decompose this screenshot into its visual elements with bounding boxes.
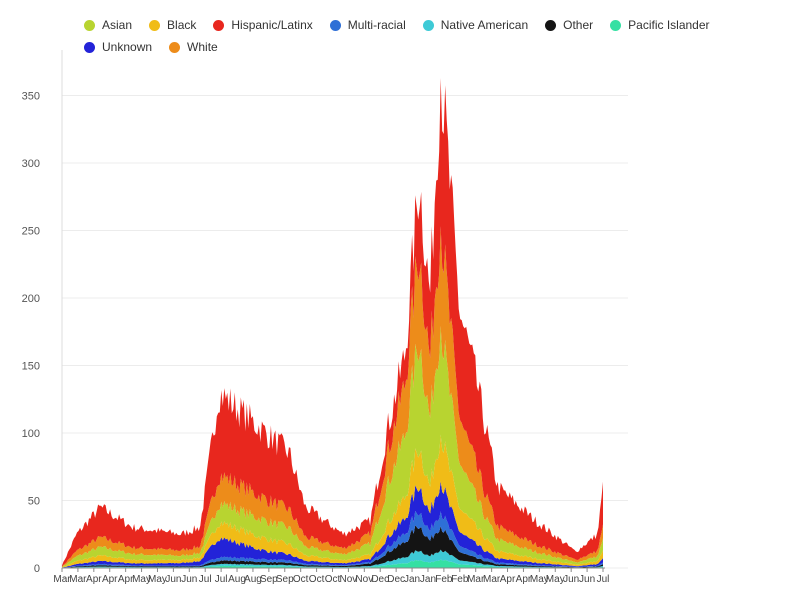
- x-tick-label: Nov: [355, 574, 373, 585]
- x-tick-label: Mar: [69, 574, 87, 585]
- x-tick-label: Jul: [597, 574, 610, 585]
- chart-legend: Asian Black Hispanic/Latinx Multi-racial…: [84, 14, 710, 58]
- legend-swatch-asian: [84, 19, 95, 31]
- legend-swatch-hispanic-latinx: [213, 19, 225, 31]
- legend-label-black: Black: [167, 18, 197, 32]
- legend-item-pacific-islander[interactable]: Pacific Islander: [610, 18, 710, 32]
- x-tick-label: Mar: [467, 574, 485, 585]
- x-tick-label: Jun: [563, 574, 579, 585]
- x-tick-label: Dec: [387, 574, 405, 585]
- area-native-american[interactable]: [62, 549, 603, 568]
- y-axis: 0 50 100 150 200 250 300 350: [22, 50, 63, 575]
- x-tick-label: Apr: [102, 574, 118, 585]
- legend-swatch-multi-racial: [329, 19, 341, 31]
- y-tick-label-350: 350: [22, 91, 40, 103]
- x-tick-label: Sep: [276, 574, 294, 585]
- legend-swatch-native-american: [422, 19, 434, 31]
- x-tick-label: Feb: [435, 574, 453, 585]
- x-tick-label: Oct: [325, 574, 341, 585]
- y-tick-label-0: 0: [34, 563, 40, 575]
- y-tick-label-100: 100: [22, 428, 40, 440]
- legend-label-other: Other: [563, 18, 594, 32]
- legend-item-asian[interactable]: Asian: [84, 18, 132, 32]
- legend-swatch-pacific-islander: [610, 19, 622, 31]
- gridlines: [62, 95, 628, 569]
- legend-label-white: White: [187, 40, 218, 54]
- legend-swatch-unknown: [84, 41, 95, 53]
- x-tick-label: May: [530, 574, 549, 585]
- x-tick-label: May: [132, 574, 151, 585]
- legend-label-pacific-islander: Pacific Islander: [628, 18, 710, 32]
- x-tick-label: Jun: [181, 574, 197, 585]
- y-tick-label-200: 200: [22, 293, 40, 305]
- area-other[interactable]: [62, 525, 603, 568]
- area-hispanic-latinx[interactable]: [62, 78, 603, 567]
- legend-item-black[interactable]: Black: [149, 18, 196, 32]
- legend-label-asian: Asian: [102, 18, 133, 32]
- x-tick-label: Nov: [340, 574, 358, 585]
- legend-swatch-other: [545, 19, 557, 31]
- area-black[interactable]: [62, 434, 603, 568]
- area-series: [62, 78, 603, 568]
- x-tick-label: Jun: [165, 574, 181, 585]
- x-tick-label: Jan: [404, 574, 420, 585]
- x-tick-label: Jul: [199, 574, 212, 585]
- y-tick-label-50: 50: [28, 496, 40, 508]
- x-tick-label: Dec: [371, 574, 389, 585]
- legend-row-1: Asian Black Hispanic/Latinx Multi-racial…: [84, 14, 710, 36]
- area-asian[interactable]: [62, 325, 603, 568]
- legend-item-native-american[interactable]: Native American: [422, 18, 529, 32]
- x-tick-label: Apr: [500, 574, 516, 585]
- x-tick-label: Jun: [579, 574, 595, 585]
- x-tick-label: Oct: [309, 574, 325, 585]
- x-tick-label: May: [546, 574, 565, 585]
- legend-label-unknown: Unknown: [102, 40, 153, 54]
- x-tick-label: Sep: [260, 574, 278, 585]
- legend-row-2: Unknown White: [84, 36, 644, 58]
- area-unknown[interactable]: [62, 481, 603, 568]
- legend-swatch-white: [169, 41, 181, 53]
- x-tick-label: Jul: [215, 574, 228, 585]
- area-multi-racial[interactable]: [62, 510, 603, 568]
- y-tick-label-300: 300: [22, 158, 40, 170]
- area-pacific-islander[interactable]: [62, 559, 603, 568]
- legend-item-unknown[interactable]: Unknown: [84, 40, 152, 54]
- x-tick-label: May: [148, 574, 167, 585]
- x-tick-label: Mar: [483, 574, 501, 585]
- legend-label-native-american: Native American: [440, 18, 529, 32]
- x-tick-label: Aug: [228, 574, 246, 585]
- legend-item-other[interactable]: Other: [545, 18, 593, 32]
- legend-swatch-black: [149, 19, 161, 31]
- x-tick-label: Apr: [118, 574, 134, 585]
- x-tick-label: Mar: [53, 574, 71, 585]
- x-tick-label: Feb: [451, 574, 469, 585]
- legend-item-multi-racial[interactable]: Multi-racial: [329, 18, 406, 32]
- legend-label-multi-racial: Multi-racial: [347, 18, 406, 32]
- legend-label-hispanic-latinx: Hispanic/Latinx: [231, 18, 313, 32]
- legend-item-hispanic-latinx[interactable]: Hispanic/Latinx: [213, 18, 313, 32]
- x-tick-label: Jan: [420, 574, 436, 585]
- x-tick-label: Apr: [516, 574, 532, 585]
- x-tick-label: Apr: [86, 574, 102, 585]
- legend-item-white[interactable]: White: [169, 40, 218, 54]
- y-tick-label-150: 150: [22, 361, 40, 373]
- x-tick-label: Aug: [244, 574, 262, 585]
- x-tick-label: Oct: [293, 574, 309, 585]
- y-tick-label-250: 250: [22, 226, 40, 238]
